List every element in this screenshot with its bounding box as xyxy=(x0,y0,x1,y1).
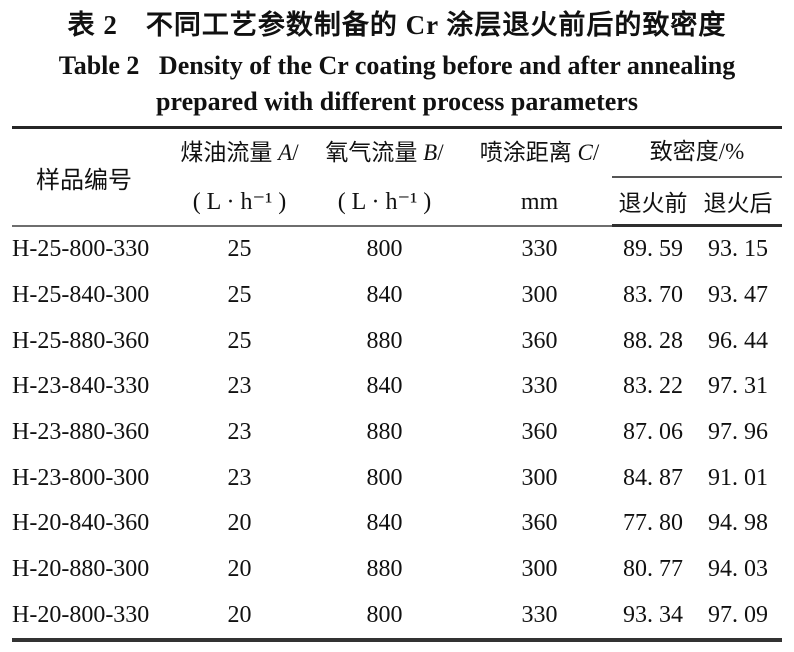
header-spray-distance: 喷涂距离 C/ mm xyxy=(467,129,612,227)
cell-oxygen: 800 xyxy=(366,464,403,491)
cell-kerosene: 25 xyxy=(227,282,252,309)
header-distance-slash: / xyxy=(592,140,600,165)
header-sample-id: 样品编号 xyxy=(12,129,177,227)
table-row: H-23-840-330 23 840 330 83. 22 97. 31 xyxy=(12,364,782,410)
cell-kerosene: 25 xyxy=(227,327,252,354)
table-header-row: 样品编号 煤油流量 A/ ( L · h⁻¹ ) 氧气流量 B/ ( L · h… xyxy=(12,126,782,227)
cell-kerosene: 23 xyxy=(227,464,252,491)
table-title-en-line1: Table 2 Density of the Cr coating before… xyxy=(58,51,736,80)
cell-density-before: 84. 87 xyxy=(623,464,683,491)
cell-oxygen: 840 xyxy=(366,510,403,537)
cell-distance: 360 xyxy=(521,419,558,446)
header-kerosene-text: 煤油流量 xyxy=(180,140,279,165)
cell-density-after: 96. 44 xyxy=(708,327,768,354)
cell-kerosene: 23 xyxy=(227,373,252,400)
cell-sample-id: H-20-880-300 xyxy=(12,556,150,583)
cell-kerosene: 23 xyxy=(227,419,252,446)
header-oxygen-line1: 氧气流量 B/ xyxy=(302,140,467,166)
header-after-annealing: 退火后 xyxy=(703,191,773,216)
header-kerosene-variable: A xyxy=(278,140,293,165)
cell-sample-id: H-20-840-360 xyxy=(12,510,150,537)
table-caption: 表 2 不同工艺参数制备的 Cr 涂层退火前后的致密度 Table 2 Dens… xyxy=(0,0,794,120)
cell-density-after: 94. 98 xyxy=(708,510,768,537)
cell-sample-id: H-23-880-360 xyxy=(12,419,150,446)
cell-kerosene: 25 xyxy=(227,236,252,263)
cell-density-after: 97. 31 xyxy=(708,373,768,400)
cell-distance: 330 xyxy=(521,236,558,263)
cell-density-before: 80. 77 xyxy=(623,556,683,583)
cell-oxygen: 840 xyxy=(366,373,403,400)
cell-density-before: 77. 80 xyxy=(623,510,683,537)
header-distance-line1: 喷涂距离 C/ xyxy=(467,140,612,166)
cell-oxygen: 880 xyxy=(366,327,403,354)
cell-oxygen: 800 xyxy=(366,236,403,263)
table-row: H-23-880-360 23 880 360 87. 06 97. 96 xyxy=(12,410,782,456)
cell-oxygen: 880 xyxy=(366,419,403,446)
header-distance-text: 喷涂距离 xyxy=(479,140,578,165)
cell-density-after: 93. 15 xyxy=(708,236,768,263)
table-body: H-25-800-330 25 800 330 89. 59 93. 15 H-… xyxy=(12,227,782,643)
table-row: H-23-800-300 23 800 300 84. 87 91. 01 xyxy=(12,455,782,501)
header-density-group: 致密度/% 退火前 退火后 xyxy=(612,129,782,227)
header-kerosene-flow: 煤油流量 A/ ( L · h⁻¹ ) xyxy=(177,129,302,227)
table-row: H-20-840-360 20 840 360 77. 80 94. 98 xyxy=(12,501,782,547)
cell-density-before: 88. 28 xyxy=(623,327,683,354)
cell-kerosene: 20 xyxy=(227,556,252,583)
data-table: 样品编号 煤油流量 A/ ( L · h⁻¹ ) 氧气流量 B/ ( L · h… xyxy=(12,126,782,643)
cell-density-before: 83. 70 xyxy=(623,282,683,309)
cell-sample-id: H-25-840-300 xyxy=(12,282,150,309)
cell-distance: 330 xyxy=(521,601,558,628)
header-oxygen-flow: 氧气流量 B/ ( L · h⁻¹ ) xyxy=(302,129,467,227)
cell-distance: 300 xyxy=(521,556,558,583)
cell-sample-id: H-20-800-330 xyxy=(12,601,150,628)
header-kerosene-slash: / xyxy=(292,140,299,165)
cell-sample-id: H-23-800-300 xyxy=(12,464,150,491)
table-title-zh: 表 2 不同工艺参数制备的 Cr 涂层退火前后的致密度 xyxy=(67,10,727,40)
table-row: H-20-800-330 20 800 330 93. 34 97. 09 xyxy=(12,593,782,639)
header-oxygen-text: 氧气流量 xyxy=(325,140,424,165)
cell-density-after: 93. 47 xyxy=(708,282,768,309)
table-row: H-25-880-360 25 880 360 88. 28 96. 44 xyxy=(12,318,782,364)
cell-sample-id: H-25-880-360 xyxy=(12,327,150,354)
cell-density-after: 97. 96 xyxy=(708,419,768,446)
cell-distance: 360 xyxy=(521,510,558,537)
table-row: H-20-880-300 20 880 300 80. 77 94. 03 xyxy=(12,547,782,593)
table-title-en-line2: prepared with different process paramete… xyxy=(156,87,638,116)
cell-density-before: 83. 22 xyxy=(623,373,683,400)
cell-distance: 330 xyxy=(521,373,558,400)
header-oxygen-unit: ( L · h⁻¹ ) xyxy=(337,189,432,215)
cell-kerosene: 20 xyxy=(227,601,252,628)
cell-density-after: 94. 03 xyxy=(708,556,768,583)
cell-density-before: 89. 59 xyxy=(623,236,683,263)
cell-sample-id: H-23-840-330 xyxy=(12,373,150,400)
cell-distance: 360 xyxy=(521,327,558,354)
cell-density-before: 93. 34 xyxy=(623,601,683,628)
header-distance-variable: C xyxy=(577,140,593,165)
header-density-label: 致密度/% xyxy=(612,129,782,178)
cell-distance: 300 xyxy=(521,282,558,309)
table-row: H-25-800-330 25 800 330 89. 59 93. 15 xyxy=(12,227,782,273)
table-row: H-25-840-300 25 840 300 83. 70 93. 47 xyxy=(12,273,782,319)
header-density-subheaders: 退火前 退火后 xyxy=(612,178,782,224)
cell-oxygen: 800 xyxy=(366,601,403,628)
header-distance-unit: mm xyxy=(520,189,559,215)
header-oxygen-variable: B xyxy=(423,140,438,165)
cell-density-after: 97. 09 xyxy=(708,601,768,628)
cell-oxygen: 840 xyxy=(366,282,403,309)
cell-sample-id: H-25-800-330 xyxy=(12,236,150,263)
header-oxygen-slash: / xyxy=(437,140,444,165)
header-before-annealing: 退火前 xyxy=(618,191,688,216)
cell-density-before: 87. 06 xyxy=(623,419,683,446)
header-kerosene-line1: 煤油流量 A/ xyxy=(177,140,302,166)
cell-distance: 300 xyxy=(521,464,558,491)
cell-oxygen: 880 xyxy=(366,556,403,583)
header-kerosene-unit: ( L · h⁻¹ ) xyxy=(192,189,287,215)
cell-density-after: 91. 01 xyxy=(708,464,768,491)
cell-kerosene: 20 xyxy=(227,510,252,537)
